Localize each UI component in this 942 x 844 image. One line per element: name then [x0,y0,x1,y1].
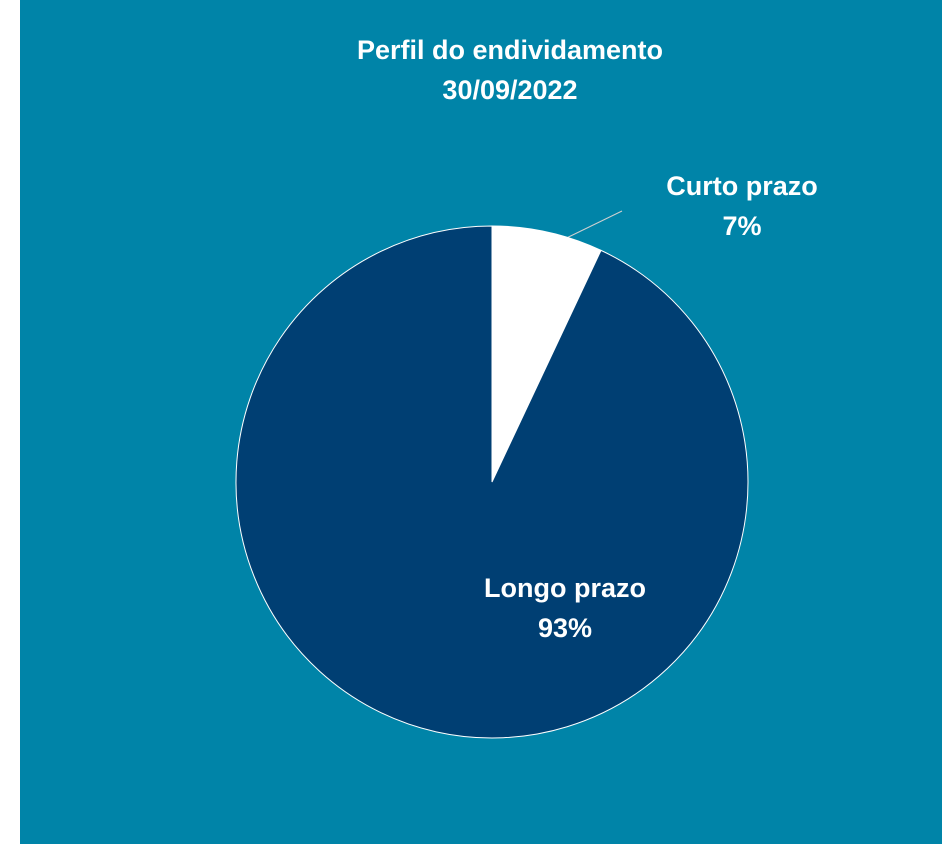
chart-title: Perfil do endividamento [357,35,663,65]
slice-value-label: 7% [722,211,761,241]
chart-subtitle: 30/09/2022 [442,75,577,105]
slice-label: Curto prazo [666,171,818,201]
pie-slice [491,225,602,483]
slice-label: Longo prazo [484,573,646,603]
slice-value-label: 93% [538,613,592,643]
pie-slice [235,225,749,739]
